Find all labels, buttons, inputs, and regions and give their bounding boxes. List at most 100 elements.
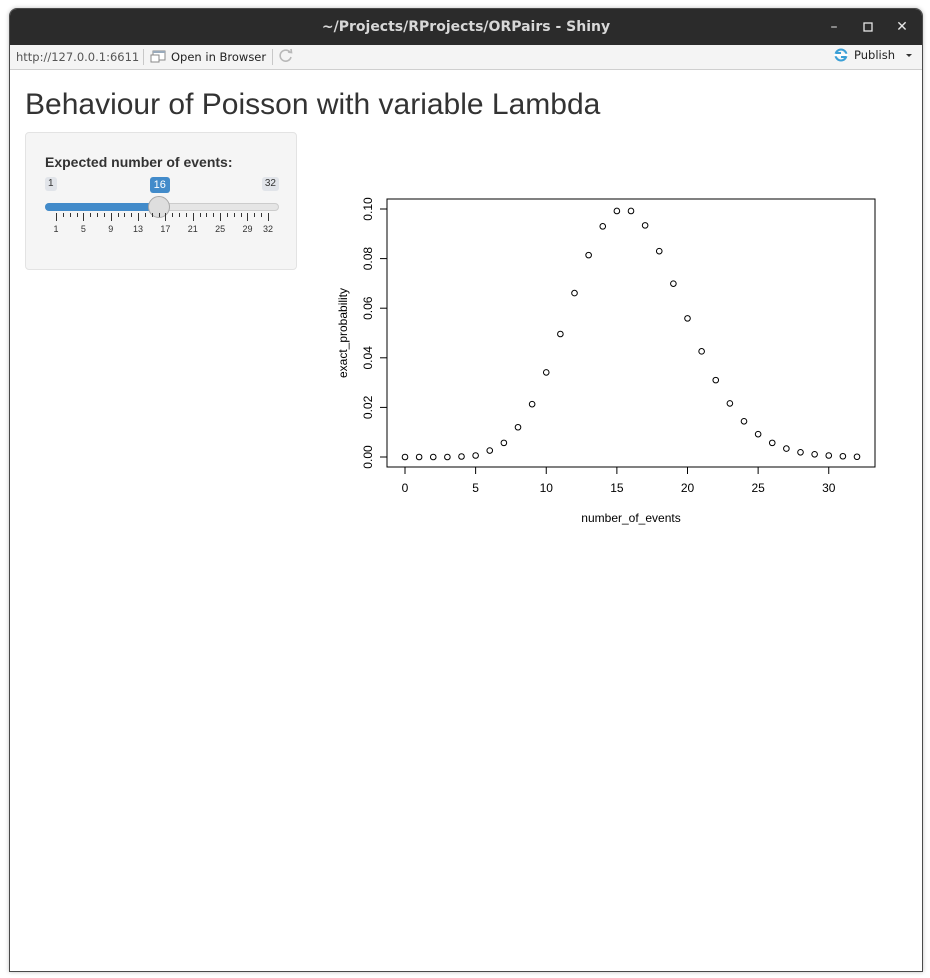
x-tick-label: 30 xyxy=(822,481,836,495)
slider-minor-tick xyxy=(117,213,119,217)
data-point xyxy=(528,400,536,408)
slider-tick-label: 13 xyxy=(133,224,144,234)
slider-minor-tick xyxy=(144,213,146,217)
y-axis: 0.00 0.02 0.04 0.06 0.08 0.10 xyxy=(361,197,387,469)
maximize-button[interactable] xyxy=(858,17,878,37)
data-point xyxy=(655,247,663,255)
slider-minor-tick xyxy=(97,213,99,217)
slider-minor-tick xyxy=(185,213,187,217)
data-point xyxy=(599,223,607,230)
x-tick-label: 15 xyxy=(610,481,624,495)
data-point xyxy=(783,445,790,452)
x-axis: 0 5 10 15 20 25 30 xyxy=(402,467,836,495)
toolbar-divider xyxy=(143,49,144,65)
slider-minor-tick xyxy=(213,213,215,217)
x-tick-label: 0 xyxy=(402,481,409,495)
publish-button[interactable]: Publish xyxy=(833,48,914,62)
data-point xyxy=(740,417,748,425)
x-tick-label: 25 xyxy=(751,481,765,495)
shiny-app-content: Behaviour of Poisson with variable Lambd… xyxy=(10,70,922,971)
data-point xyxy=(444,453,451,461)
slider-minor-tick xyxy=(62,213,64,217)
data-points xyxy=(401,207,861,461)
toolbar-divider xyxy=(272,49,273,65)
x-axis-label: number_of_events xyxy=(581,511,680,525)
publish-label: Publish xyxy=(854,48,895,62)
y-tick-label: 0.00 xyxy=(361,445,375,469)
page-title: Behaviour of Poisson with variable Lambd… xyxy=(25,88,601,121)
slider-minor-tick xyxy=(131,213,133,217)
open-in-browser-button[interactable]: Open in Browser xyxy=(150,48,266,66)
x-tick-label: 5 xyxy=(472,481,479,495)
maximize-icon xyxy=(863,22,873,32)
slider-major-tick xyxy=(268,213,269,221)
chevron-down-icon[interactable] xyxy=(904,50,914,60)
y-tick-label: 0.04 xyxy=(361,346,375,370)
slider-tick-label: 17 xyxy=(160,224,171,234)
plot-frame xyxy=(386,198,876,468)
slider-minor-tick xyxy=(226,213,228,217)
slider-value-label: 16 xyxy=(149,177,170,193)
viewer-toolbar: http://127.0.0.1:6611 Open in Browser P xyxy=(10,45,922,70)
slider-major-tick xyxy=(165,213,167,221)
x-tick-label: 20 xyxy=(681,481,695,495)
data-point xyxy=(825,452,833,459)
data-point xyxy=(641,222,649,229)
refresh-button[interactable] xyxy=(278,48,294,67)
slider-min-label: 1 xyxy=(45,177,57,191)
slider-minor-tick xyxy=(206,213,208,217)
minimize-button[interactable]: – xyxy=(830,19,838,35)
sidebar-panel: Expected number of events: 1 32 16 1 5 9 13… xyxy=(25,132,297,270)
data-point xyxy=(811,450,818,458)
slider-minor-tick xyxy=(124,213,126,217)
poisson-probability-plot: 0 5 10 15 20 25 30 0.00 0.02 0.04 0.06 0.08 0.10 nu… xyxy=(336,197,876,525)
expected-events-slider[interactable]: 1 32 16 1 5 9 13 17 21 25 29 32 xyxy=(45,177,279,237)
data-point xyxy=(839,452,847,460)
slider-major-tick xyxy=(110,213,112,221)
data-point xyxy=(585,251,592,259)
slider-minor-tick xyxy=(103,213,105,217)
slider-major-tick xyxy=(192,213,194,221)
title-bar: ~/Projects/RProjects/ORPairs - Shiny – ✕ xyxy=(10,9,922,45)
data-point xyxy=(429,453,437,461)
slider-tick-label: 5 xyxy=(80,224,86,234)
data-point xyxy=(401,453,409,461)
app-window: ~/Projects/RProjects/ORPairs - Shiny – ✕… xyxy=(9,8,923,972)
slider-handle[interactable] xyxy=(147,196,170,218)
slider-minor-tick xyxy=(151,213,153,217)
slider-tick-label: 21 xyxy=(187,224,198,234)
slider-minor-tick xyxy=(158,213,160,217)
data-point xyxy=(542,369,550,376)
y-tick-label: 0.02 xyxy=(361,395,375,419)
slider-minor-tick xyxy=(261,213,263,217)
slider-fill-bar xyxy=(45,203,159,211)
slider-tick-label: 9 xyxy=(108,224,114,234)
open-in-browser-label: Open in Browser xyxy=(171,50,267,64)
refresh-icon xyxy=(279,48,293,62)
y-tick-label: 0.08 xyxy=(361,247,375,271)
data-point xyxy=(472,452,479,459)
data-point xyxy=(768,439,776,447)
slider-minor-tick xyxy=(172,213,174,217)
data-point xyxy=(684,315,691,322)
slider-max-label: 32 xyxy=(261,177,279,191)
slider-major-tick xyxy=(220,213,222,221)
slider-major-tick xyxy=(83,213,85,221)
slider-minor-tick xyxy=(254,213,256,217)
close-button[interactable]: ✕ xyxy=(896,19,908,35)
slider-tick-label: 1 xyxy=(53,224,59,234)
slider-major-tick xyxy=(138,213,140,221)
y-tick-label: 0.06 xyxy=(361,296,375,320)
slider-major-tick xyxy=(56,213,57,221)
data-point xyxy=(627,207,635,215)
slider-tick-label: 32 xyxy=(262,224,274,234)
data-point xyxy=(557,330,564,338)
publish-icon xyxy=(834,48,848,62)
data-point xyxy=(514,423,522,431)
data-point xyxy=(415,453,423,461)
slider-tick-label: 25 xyxy=(215,224,226,234)
window-title: ~/Projects/RProjects/ORPairs - Shiny xyxy=(321,19,611,35)
data-point xyxy=(571,289,578,297)
data-point xyxy=(458,453,465,460)
y-tick-label: 0.10 xyxy=(361,197,375,221)
